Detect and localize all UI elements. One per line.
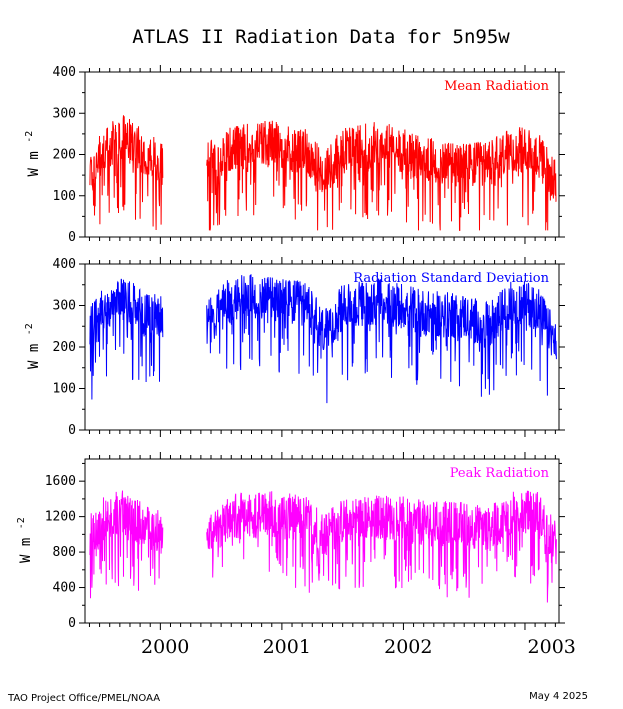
y-tick-label: 0 xyxy=(68,230,76,245)
x-tick-label: 2001 xyxy=(263,636,311,658)
footer-credit: TAO Project Office/PMEL/NOAA xyxy=(7,693,160,704)
std-dev-radiation-panel: 0 100 200 300 400 W m -2 Radiation Standard De… xyxy=(24,257,565,438)
x-tick-label: 2003 xyxy=(528,636,576,658)
y-tick-label: 800 xyxy=(53,545,76,560)
series-legend: Radiation Standard Deviation xyxy=(353,271,549,286)
series-line xyxy=(89,274,557,404)
x-tick-label: 2000 xyxy=(141,636,189,658)
y-tick-label: 100 xyxy=(53,189,76,204)
y-tick-label: 300 xyxy=(53,299,76,314)
y-tick-label: 200 xyxy=(53,340,76,355)
y-tick-label: 0 xyxy=(68,423,76,438)
series-legend: Mean Radiation xyxy=(444,79,550,94)
series-line xyxy=(89,115,557,231)
y-axis-label-exponent: -2 xyxy=(16,517,27,529)
y-tick-label: 400 xyxy=(53,257,76,272)
x-axis-labels: 2000 2001 2002 2003 xyxy=(141,636,576,658)
y-tick-label: 400 xyxy=(53,581,76,596)
y-tick-label: 1200 xyxy=(45,510,76,525)
y-tick-label: 200 xyxy=(53,148,76,163)
y-axis-label: W m -2 xyxy=(16,517,34,563)
y-axis-label-exponent: -2 xyxy=(24,323,35,335)
y-axis-label: W m -2 xyxy=(24,323,42,369)
y-tick-label: 100 xyxy=(53,382,76,397)
series-line xyxy=(89,490,557,603)
y-axis-label: W m -2 xyxy=(24,131,42,177)
peak-radiation-panel: 0 400 800 1200 1600 W m -2 Peak Radiation xyxy=(16,452,565,631)
x-tick-label: 2002 xyxy=(384,636,432,658)
footer-date: May 4 2025 xyxy=(529,691,588,702)
y-tick-label: 400 xyxy=(53,65,76,80)
series-legend: Peak Radiation xyxy=(450,466,550,481)
chart-title: ATLAS II Radiation Data for 5n95w xyxy=(132,26,510,48)
y-axis-label-exponent: -2 xyxy=(24,131,35,143)
y-tick-label: 1600 xyxy=(45,474,76,489)
y-tick-label: 300 xyxy=(53,106,76,121)
y-tick-label: 0 xyxy=(68,616,76,631)
mean-radiation-panel: 0 100 200 300 400 W m -2 Mean Radiation xyxy=(24,65,565,245)
